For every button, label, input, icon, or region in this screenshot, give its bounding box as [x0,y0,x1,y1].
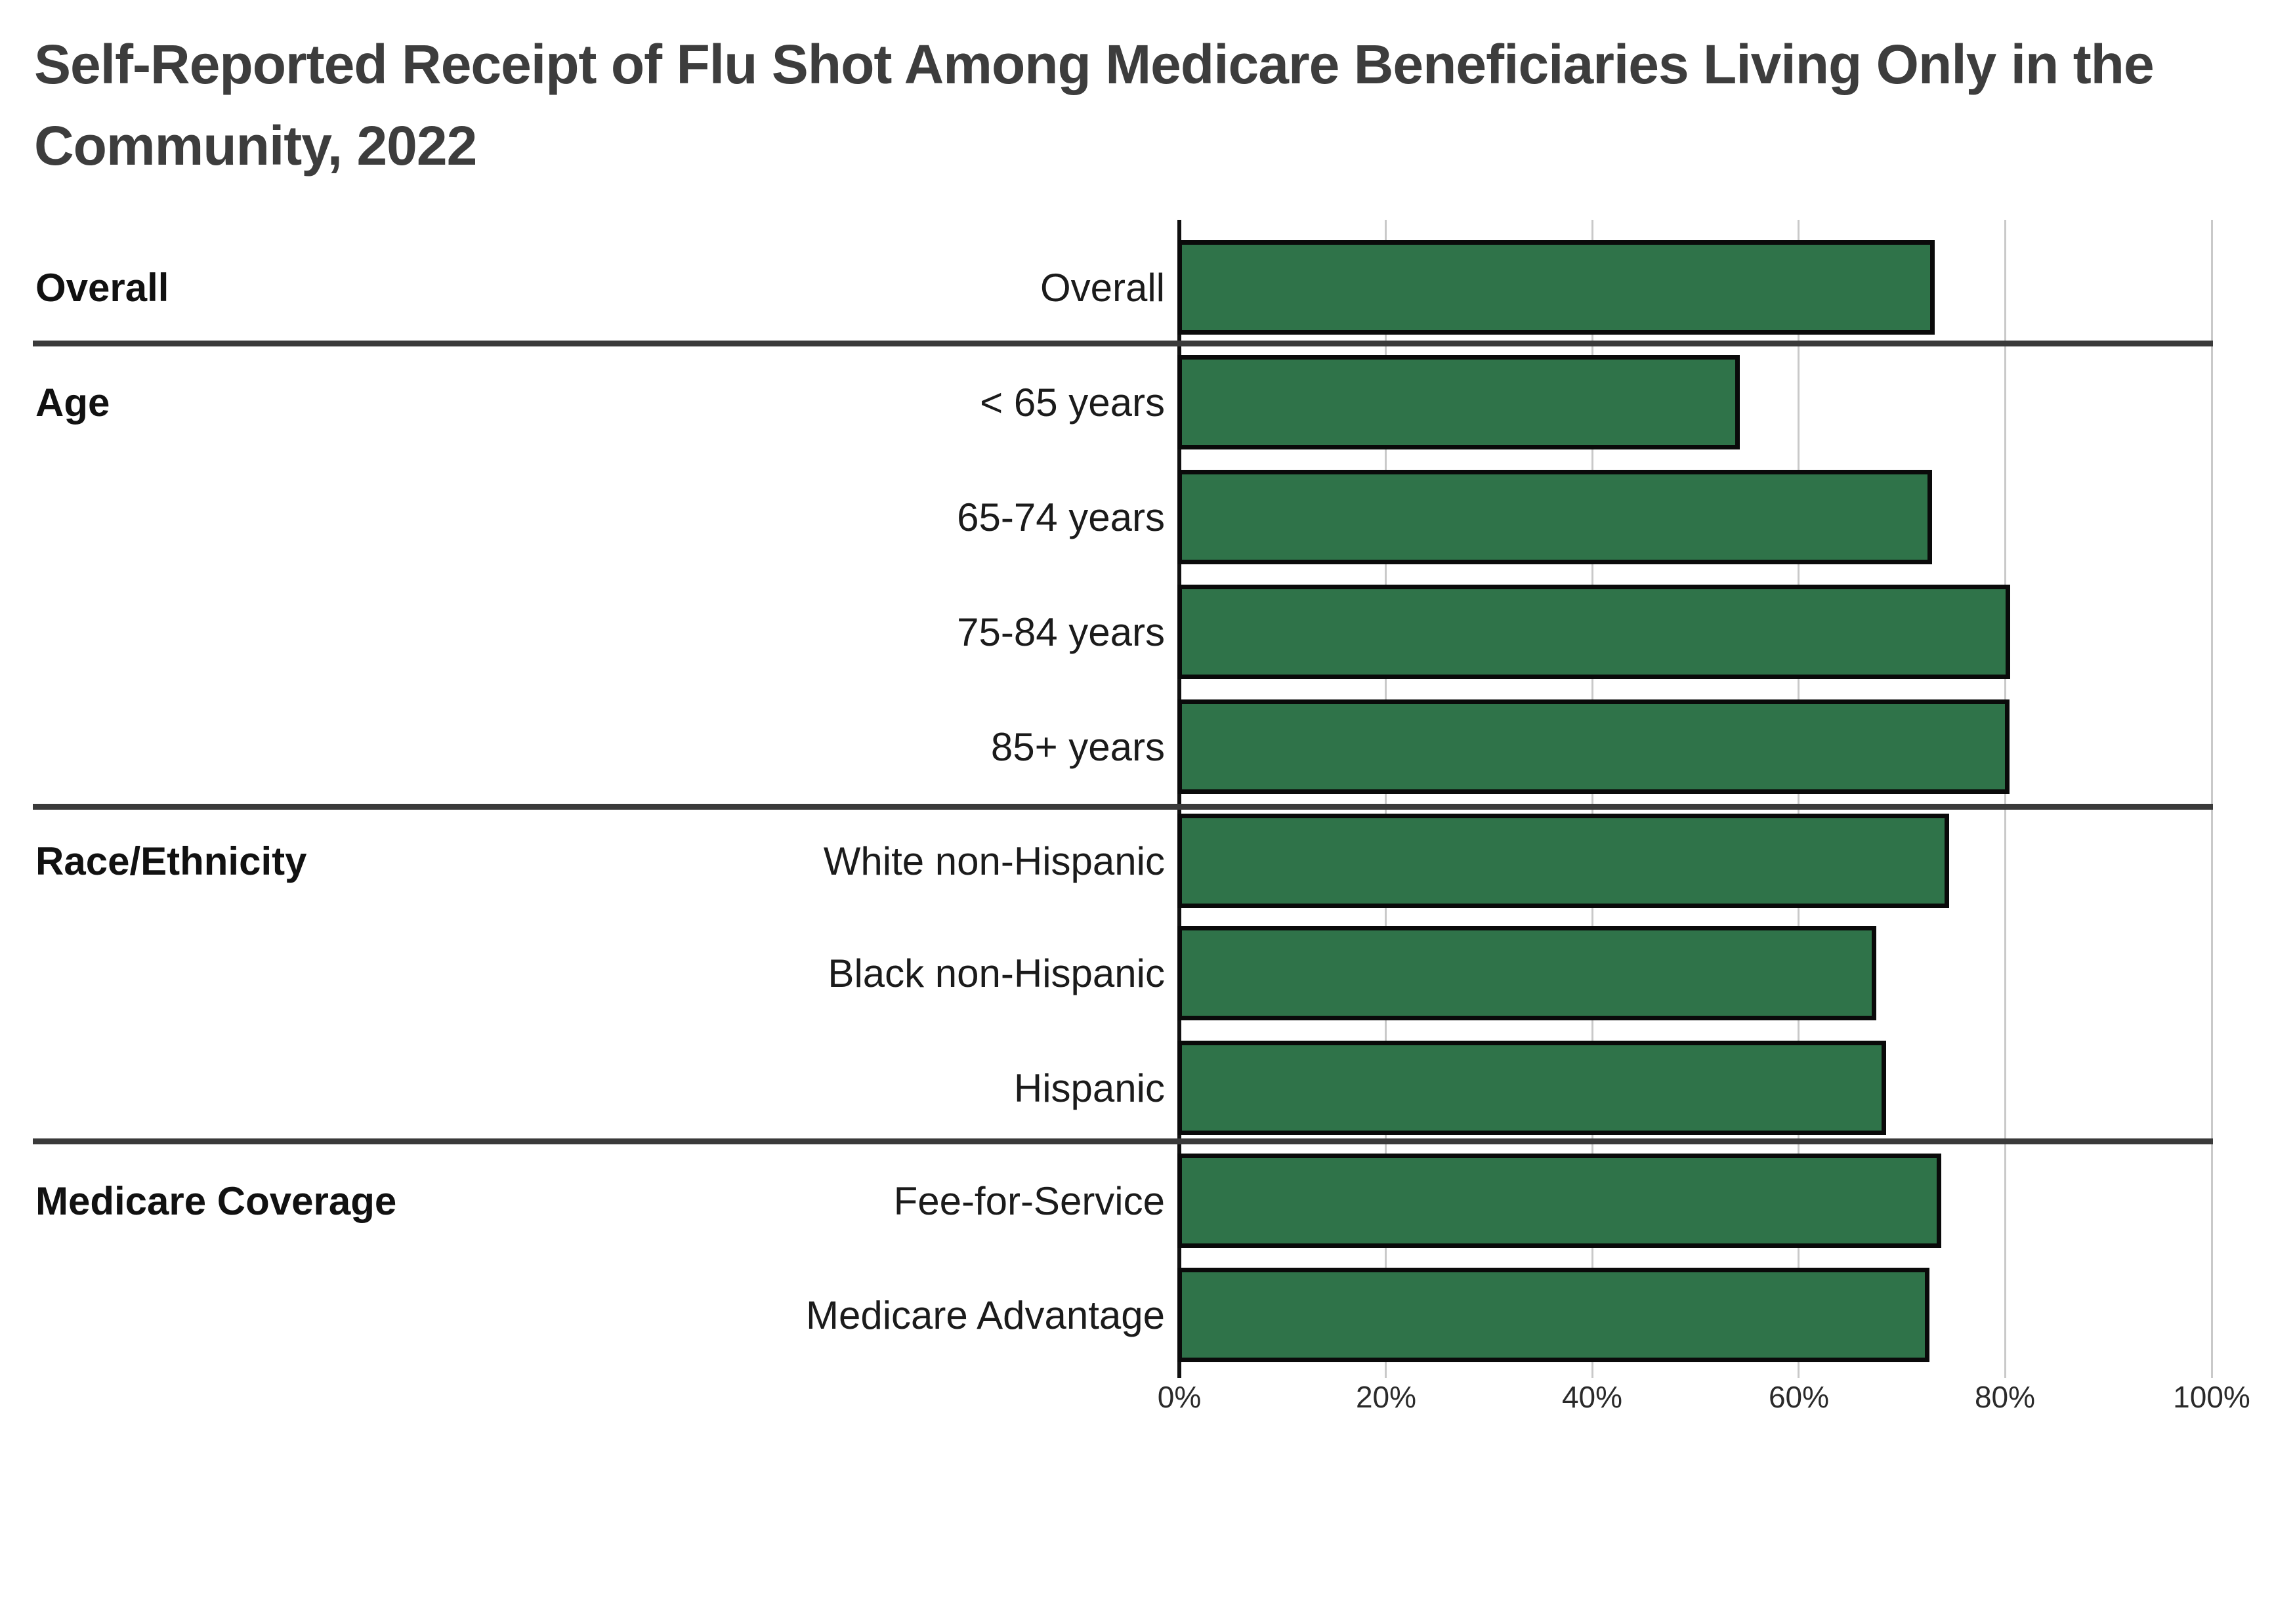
x-gridline [1798,220,1800,1378]
chart-title-line2: Community, 2022 [34,115,477,177]
row-label: 85+ years [990,724,1165,769]
row-label: Fee-for-Service [893,1178,1165,1223]
group-label: Race/Ethnicity [35,839,307,883]
group-label: Medicare Coverage [35,1178,397,1223]
bar-hispanic [1177,1041,1886,1135]
row-label: White non-Hispanic [823,839,1165,883]
row-label: 75-84 years [957,610,1165,654]
x-gridline [1591,220,1593,1378]
x-tick-label: 40% [1561,1380,1623,1414]
bar-overall [1177,240,1935,335]
row-label: 65-74 years [957,495,1165,539]
x-tick-label: 20% [1355,1380,1417,1414]
group-separator [33,341,2213,346]
bar-white-non-hispanic [1177,814,1949,908]
bar-medicare-advantage [1177,1268,1929,1362]
row-label: Black non-Hispanic [828,951,1165,995]
group-separator [33,804,2213,810]
group-separator [33,1138,2213,1144]
bar-fee-for-service [1177,1154,1941,1248]
x-gridline [2004,220,2006,1378]
y-axis-line [1177,220,1181,1378]
group-label: Age [35,380,110,425]
bar-65-74-years [1177,470,1932,564]
row-label: < 65 years [980,380,1165,425]
bar-65-years [1177,355,1740,449]
chart-title: Self-Reported Receipt of Flu Shot Among … [34,24,2155,186]
group-label: Overall [35,265,169,310]
row-label: Overall [1040,265,1165,310]
x-gridline [2211,220,2213,1378]
row-label: Hispanic [1013,1066,1165,1110]
bar-75-84-years [1177,585,2010,679]
bar-black-non-hispanic [1177,926,1876,1020]
x-tick-label: 60% [1768,1380,1830,1414]
x-gridline [1385,220,1387,1378]
row-label: Medicare Advantage [805,1293,1165,1337]
x-tick-label: 0% [1157,1380,1202,1414]
x-tick-label: 100% [2173,1380,2250,1414]
chart-title-line1: Self-Reported Receipt of Flu Shot Among … [34,33,2155,95]
bar-85-years [1177,699,2010,794]
x-tick-label: 80% [1974,1380,2036,1414]
